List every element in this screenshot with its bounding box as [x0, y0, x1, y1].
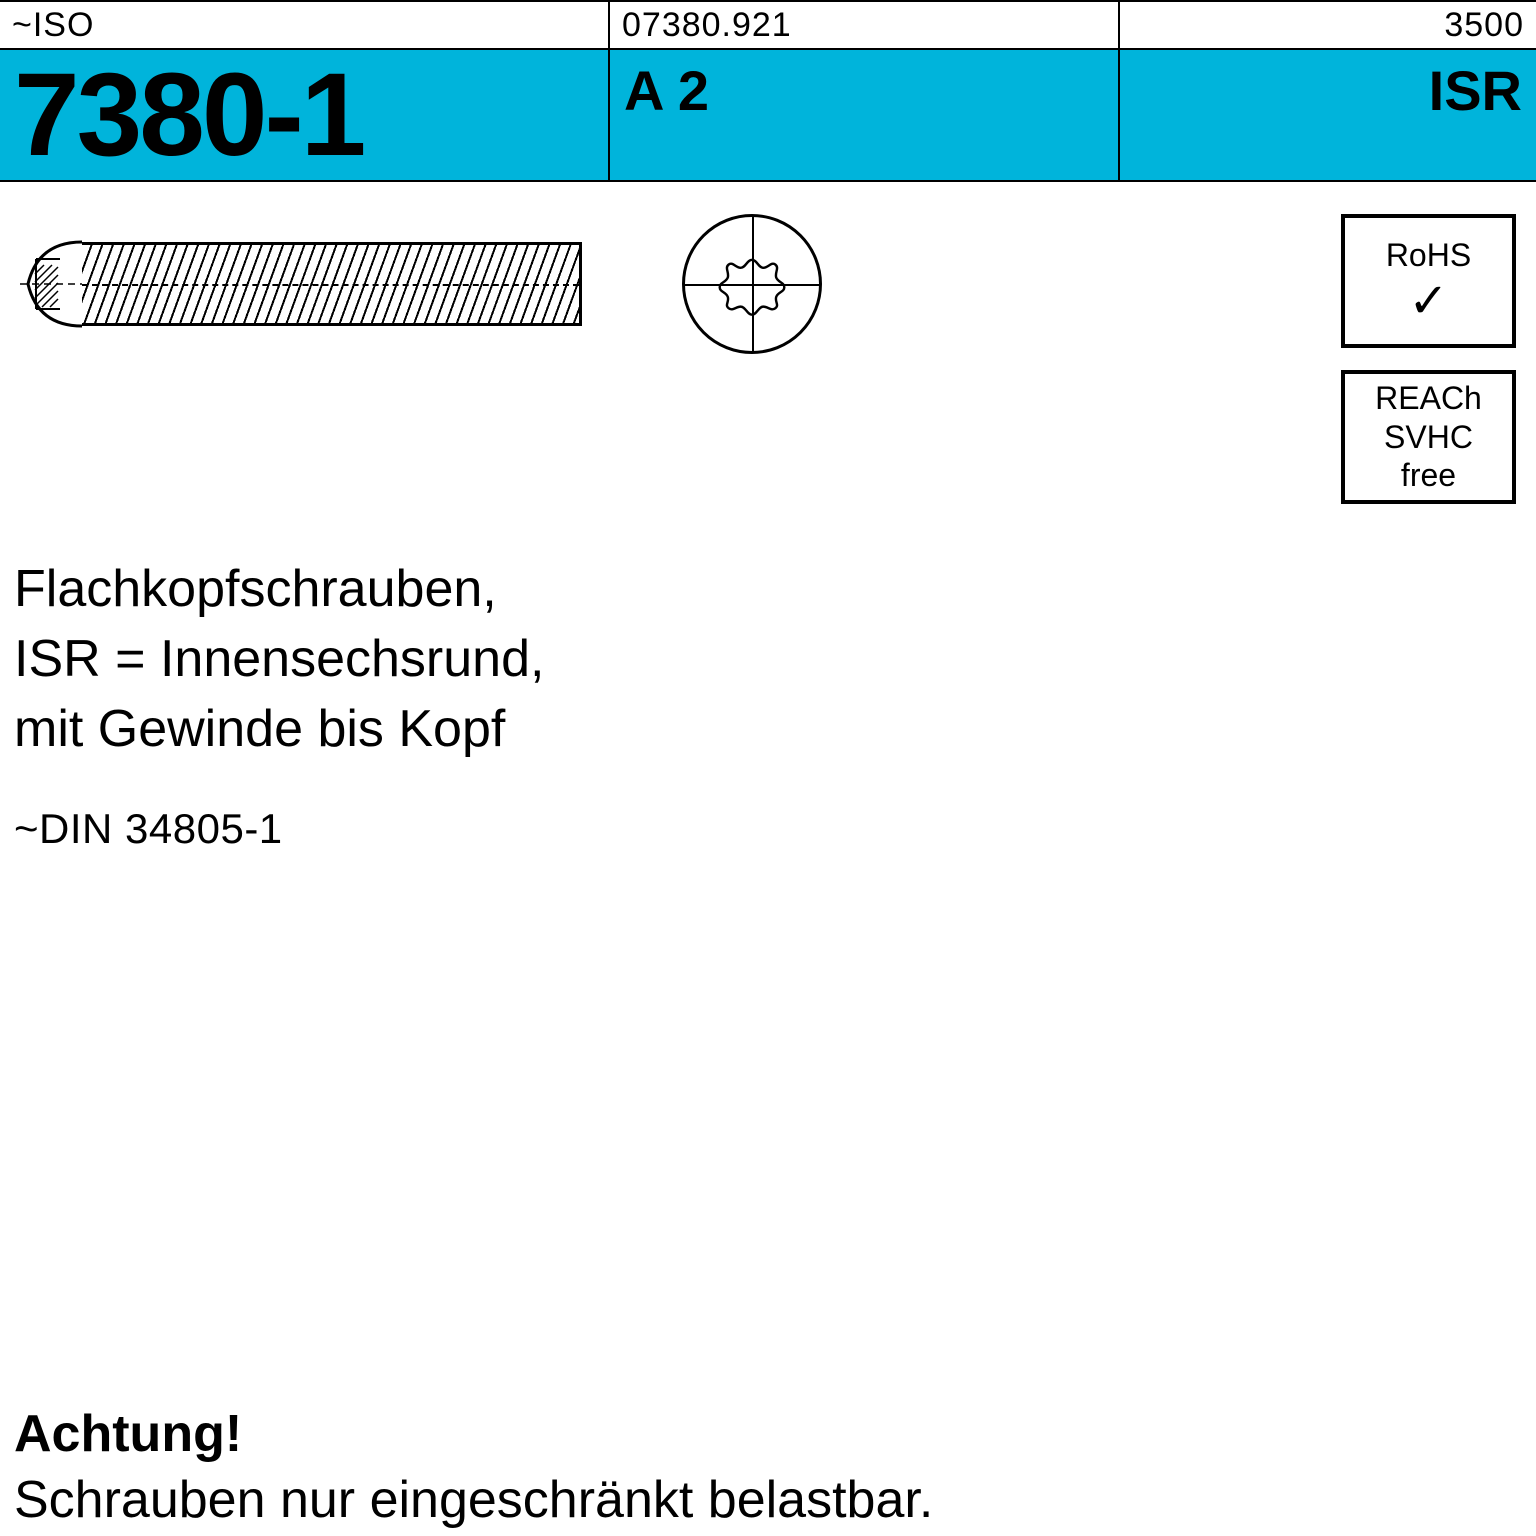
rohs-label: RoHS	[1386, 236, 1471, 274]
top-header-row: ~ISO 07380.921 3500	[0, 0, 1536, 48]
desc-line3: mit Gewinde bis Kopf	[14, 694, 1522, 764]
desc-line2: ISR = Innensechsrund,	[14, 624, 1522, 694]
check-icon: ✓	[1408, 278, 1448, 326]
screw-side-view	[20, 225, 582, 343]
rohs-badge: RoHS ✓	[1341, 214, 1516, 348]
description-block: Flachkopfschrauben, ISR = Innensechsrund…	[0, 514, 1536, 765]
warning-text: Schrauben nur eingeschränkt belastbar.	[14, 1470, 1522, 1530]
screw-head-side-icon	[20, 225, 82, 343]
quantity: 3500	[1120, 2, 1536, 48]
technical-row: RoHS ✓ REACh SVHC free	[0, 182, 1536, 514]
material-grade: A 2	[624, 58, 709, 123]
article-code: 07380.921	[610, 2, 1120, 48]
reach-badge: REACh SVHC free	[1341, 370, 1516, 504]
reach-line3: free	[1401, 456, 1456, 494]
torx-icon	[714, 246, 790, 322]
drive-type: ISR	[1429, 58, 1522, 123]
title-bar: 7380-1 A 2 ISR	[0, 48, 1536, 182]
standard-number: 7380-1	[14, 56, 363, 174]
screw-shaft-icon	[82, 242, 582, 326]
technical-drawing	[20, 214, 1100, 354]
reach-line2: SVHC	[1384, 418, 1473, 456]
warning-block: Achtung! Schrauben nur eingeschränkt bel…	[0, 1404, 1536, 1536]
desc-line1: Flachkopfschrauben,	[14, 554, 1522, 624]
warning-title: Achtung!	[14, 1404, 1522, 1464]
din-reference: ~DIN 34805-1	[0, 765, 1536, 853]
screw-front-view	[682, 214, 822, 354]
reach-line1: REACh	[1375, 379, 1482, 417]
iso-label: ~ISO	[0, 2, 610, 48]
compliance-badges: RoHS ✓ REACh SVHC free	[1276, 214, 1516, 504]
